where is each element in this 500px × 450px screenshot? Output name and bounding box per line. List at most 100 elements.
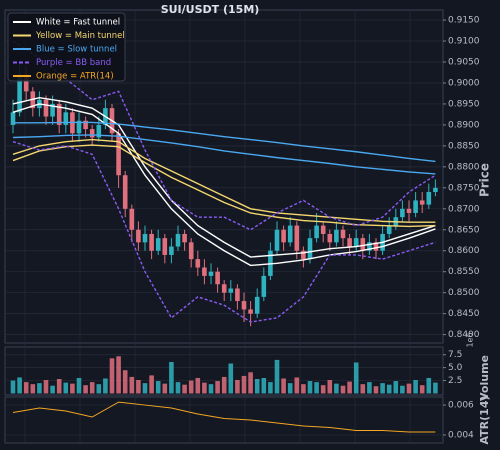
volume-bar [393,381,399,394]
volume-bar [116,356,121,394]
candle-body [208,271,214,276]
candle-body [347,238,352,247]
volume-bar [301,384,306,394]
volume-bar [327,380,333,394]
candle-body [83,120,88,130]
candle-body [360,238,366,251]
atr-panel [4,396,444,444]
indicator-line [12,138,436,223]
y-tick-label: 0.8550 [448,267,480,277]
volume-bar [373,386,379,394]
candle-body [373,242,379,251]
volume-bar [254,379,260,394]
candle-body [10,112,16,125]
volume-bar [89,382,95,394]
candle-body [327,233,333,243]
candle-body [162,238,168,255]
candle-body [353,238,359,247]
y-tick-label: 0.8500 [448,288,480,298]
volume-bar [386,384,392,394]
atr-axis-label: ATR(14) [478,396,491,445]
candle-body [228,288,234,293]
volume-bar [43,380,49,394]
legend-label: Orange = ATR(14) [36,72,114,82]
volume-bar [37,383,42,394]
candle-body [294,225,300,251]
volume-bar [340,385,346,394]
candle-body [136,229,141,243]
candle-body [89,129,95,138]
volume-bar [380,383,385,394]
y-axis-label: Price [478,163,492,197]
candle-body [248,309,253,314]
y-tick-label: 0.8600 [448,246,480,256]
candle-body [426,192,432,205]
candle-body [254,296,260,314]
candle-body [406,208,412,213]
volume-bar [56,379,62,394]
candle-body [142,233,148,243]
volume-bar [400,385,405,394]
candle-body [413,200,418,213]
volume-bar [103,378,108,394]
legend-box [7,12,126,82]
candle-body [215,271,220,285]
candle-body [63,112,69,125]
candle-body [301,250,306,260]
volume-bar [83,385,88,394]
volume-axis-label: Volume [478,355,491,401]
y-tick-label: 0.8800 [448,162,480,172]
volume-bar [268,382,273,394]
volume-bar [367,382,372,394]
y-tick-label: 0.8400 [448,330,480,340]
candle-body [386,225,392,234]
candle-body [340,229,346,239]
volume-bar [433,382,438,394]
candle-body [307,238,313,260]
indicator-line [12,141,436,323]
candle-body [320,225,326,234]
y-tick-label: 0.004 [448,430,474,440]
indicator-line [12,144,436,228]
candle-body [433,187,438,193]
volume-bar [155,381,161,394]
candle-body [129,208,135,230]
volume-bar [208,384,214,394]
candle-body [43,99,49,117]
volume-bar [50,385,55,394]
volume-bar [149,375,154,394]
candle-body [202,267,207,276]
volume-bar [17,377,22,394]
candle-body [241,301,247,310]
volume-bar [426,377,432,394]
volume-bar [142,383,148,394]
y-tick-label: 0.8950 [448,99,480,109]
volume-bar [314,382,319,394]
candle-body [96,124,102,138]
candle-body [419,200,425,205]
candle-body [149,233,154,251]
legend-label: Purple = BB band [36,58,111,68]
volume-bar [96,384,102,394]
volume-bar [294,377,300,394]
volume-bar [334,383,339,394]
volume-bar [23,382,29,394]
volume-bar [76,377,82,394]
volume-bar [175,382,181,394]
volume-bar [353,362,359,394]
y-tick-label: 0.8750 [448,183,480,193]
indicator-line [12,96,436,258]
indicator-line [12,134,436,175]
y-tick-label: 0.9100 [448,37,480,47]
candle-body [188,242,194,260]
volume-bar [228,363,234,394]
volume-bar [129,376,135,394]
volume-bar [248,372,253,394]
volume-bar [202,382,207,394]
candle-body [287,225,293,243]
y-tick-label: 0.8850 [448,141,480,151]
candle-body [274,229,280,251]
candle-body [195,259,201,268]
volume-bar [221,376,227,394]
